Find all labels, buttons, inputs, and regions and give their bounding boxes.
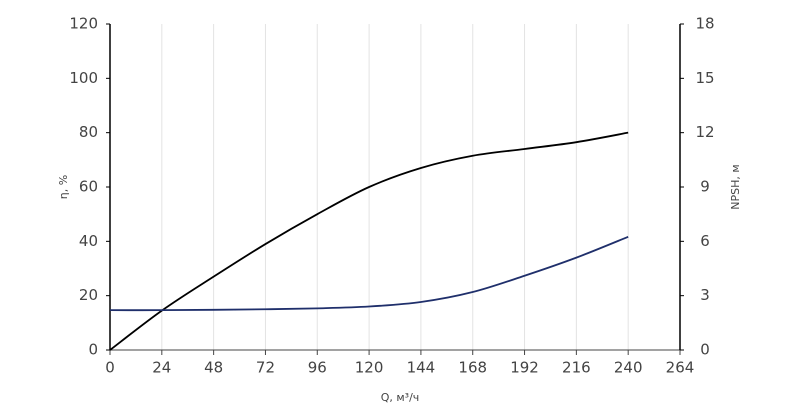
y2-tick-label: 0 <box>700 341 710 359</box>
x-tick-label: 264 <box>666 359 695 377</box>
y2-axis-label: NPSH, м <box>729 164 742 209</box>
y-tick-label: 120 <box>69 15 98 33</box>
y-tick-label: 20 <box>79 286 98 304</box>
x-tick-label: 240 <box>614 359 643 377</box>
y-tick-label: 60 <box>79 178 98 196</box>
y2-tick-label: 18 <box>695 15 714 33</box>
x-tick-label: 120 <box>355 359 384 377</box>
x-tick-label: 96 <box>308 359 327 377</box>
y-tick-label: 40 <box>79 232 98 250</box>
x-tick-label: 72 <box>256 359 275 377</box>
y2-tick-label: 15 <box>695 69 714 87</box>
y-tick-label: 0 <box>88 341 98 359</box>
x-tick-label: 0 <box>105 359 115 377</box>
series-line <box>109 235 629 312</box>
x-axis-label: Q, м³/ч <box>381 391 420 404</box>
x-tick-label: 48 <box>204 359 223 377</box>
x-tick-label: 24 <box>152 359 171 377</box>
x-tick-label: 168 <box>458 359 487 377</box>
y2-tick-label: 3 <box>700 286 710 304</box>
y-tick-label: 100 <box>69 69 98 87</box>
series-line <box>109 131 629 351</box>
y-axis-label: η, % <box>57 175 70 199</box>
y2-tick-label: 12 <box>695 123 714 141</box>
x-tick-label: 144 <box>407 359 436 377</box>
y2-tick-label: 9 <box>700 178 710 196</box>
x-tick-label: 216 <box>562 359 591 377</box>
y2-tick-label: 6 <box>700 232 710 250</box>
y-tick-label: 80 <box>79 123 98 141</box>
x-tick-label: 192 <box>510 359 539 377</box>
